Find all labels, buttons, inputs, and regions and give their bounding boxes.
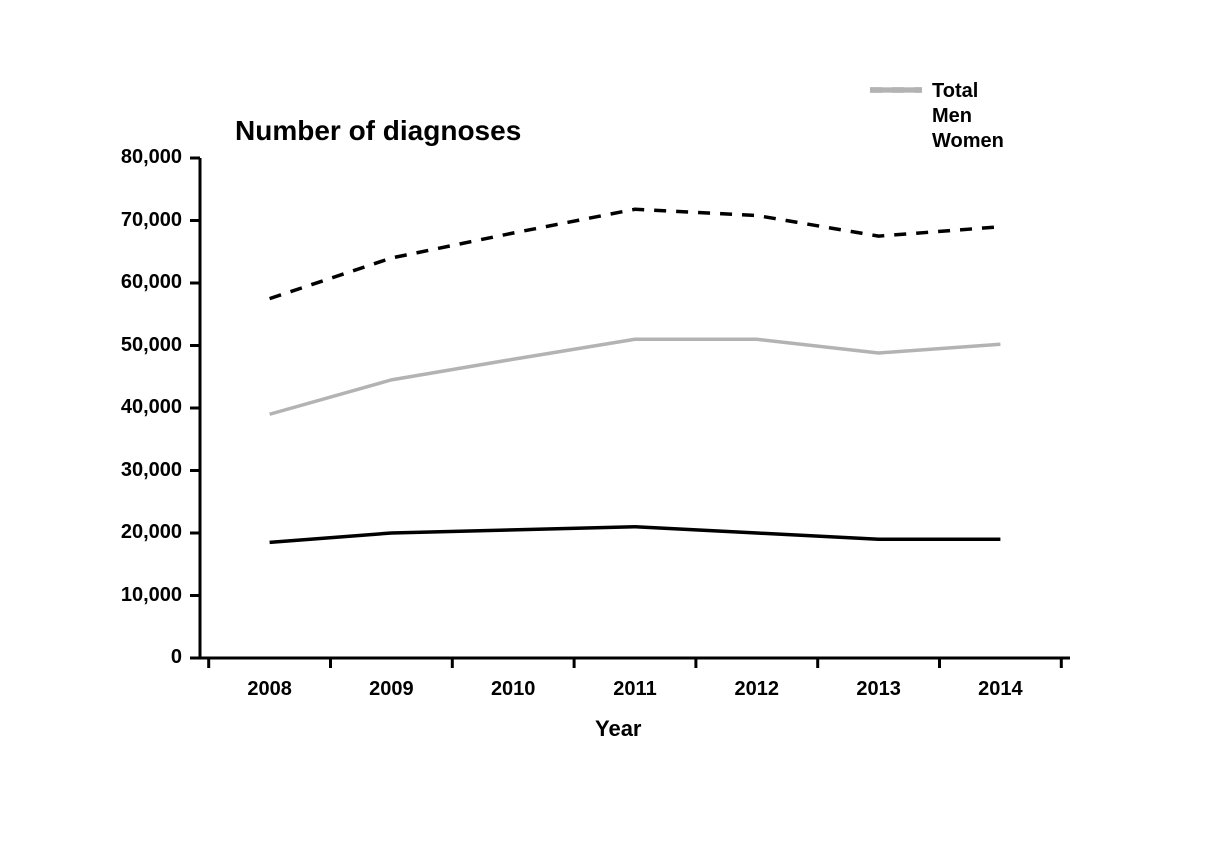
y-tick-label: 30,000 — [110, 459, 182, 482]
x-axis-label: Year — [595, 716, 642, 742]
series-women — [270, 339, 1001, 414]
y-tick-label: 40,000 — [110, 396, 182, 419]
line-chart: Number of diagnoses TotalMenWomen 010,00… — [110, 100, 1110, 760]
x-tick-label: 2008 — [230, 678, 310, 701]
y-tick-label: 20,000 — [110, 521, 182, 544]
series-men — [270, 527, 1001, 543]
x-tick-label: 2011 — [595, 678, 675, 701]
x-tick-label: 2012 — [717, 678, 797, 701]
y-tick-label: 60,000 — [110, 271, 182, 294]
y-tick-label: 70,000 — [110, 209, 182, 232]
x-tick-label: 2009 — [351, 678, 431, 701]
y-tick-label: 10,000 — [110, 584, 182, 607]
y-tick-label: 0 — [110, 646, 182, 669]
series-total — [270, 209, 1001, 298]
y-tick-label: 80,000 — [110, 146, 182, 169]
x-tick-label: 2014 — [960, 678, 1040, 701]
y-tick-label: 50,000 — [110, 334, 182, 357]
chart-plot-area — [110, 100, 1110, 698]
x-tick-label: 2013 — [839, 678, 919, 701]
x-tick-label: 2010 — [473, 678, 553, 701]
